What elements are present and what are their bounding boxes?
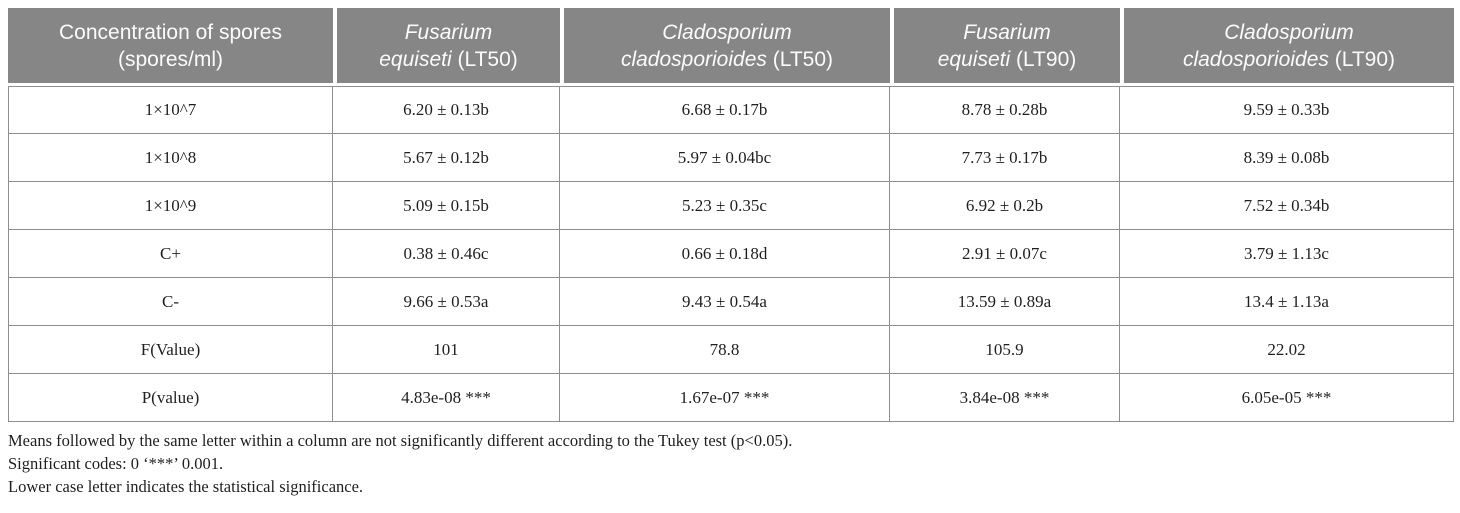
cell-value: 1.67e-07 *** xyxy=(560,374,890,422)
header-lt-label: (LT50) xyxy=(772,47,834,71)
col-header-fusarium-lt50: Fusarium equiseti (LT50) xyxy=(333,8,560,86)
footnote-lowercase-letters: Lower case letter indicates the statisti… xyxy=(8,477,364,496)
cell-value: 5.97 ± 0.04bc xyxy=(560,134,890,182)
cell-value: 78.8 xyxy=(560,326,890,374)
cell-value: 5.09 ± 0.15b xyxy=(333,182,560,230)
col-header-fusarium-lt90: Fusarium equiseti (LT90) xyxy=(890,8,1120,86)
cell-value: 13.59 ± 0.89a xyxy=(890,278,1120,326)
header-genus: Fusarium xyxy=(963,20,1051,44)
cell-value: 13.4 ± 1.13a xyxy=(1120,278,1454,326)
header-species-line: equiseti (LT90) xyxy=(902,46,1112,73)
table-row-c-minus: C- 9.66 ± 0.53a 9.43 ± 0.54a 13.59 ± 0.8… xyxy=(8,278,1454,326)
cell-value: 6.92 ± 0.2b xyxy=(890,182,1120,230)
table-row-1e9: 1×10^9 5.09 ± 0.15b 5.23 ± 0.35c 6.92 ± … xyxy=(8,182,1454,230)
cell-value: 8.78 ± 0.28b xyxy=(890,86,1120,134)
header-genus: Cladosporium xyxy=(662,20,792,44)
cell-value: 3.79 ± 1.13c xyxy=(1120,230,1454,278)
cell-value: 22.02 xyxy=(1120,326,1454,374)
header-species-line: equiseti (LT50) xyxy=(345,46,552,73)
header-genus: Fusarium xyxy=(404,20,493,44)
cell-value: 8.39 ± 0.08b xyxy=(1120,134,1454,182)
row-label: C+ xyxy=(8,230,333,278)
table-row-f-value: F(Value) 101 78.8 105.9 22.02 xyxy=(8,326,1454,374)
row-label: 1×10^8 xyxy=(8,134,333,182)
cell-value: 2.91 ± 0.07c xyxy=(890,230,1120,278)
row-label: C- xyxy=(8,278,333,326)
row-label: 1×10^9 xyxy=(8,182,333,230)
col-header-cladosporium-lt50: Cladosporium cladosporioides (LT50) xyxy=(560,8,890,86)
cell-value: 3.84e-08 *** xyxy=(890,374,1120,422)
cell-value: 7.73 ± 0.17b xyxy=(890,134,1120,182)
cell-value: 0.38 ± 0.46c xyxy=(333,230,560,278)
footnote-significance-codes: Significant codes: 0 ‘***’ 0.001. xyxy=(8,454,224,473)
table-footnotes: Means followed by the same letter within… xyxy=(8,429,1452,498)
table-row-c-plus: C+ 0.38 ± 0.46c 0.66 ± 0.18d 2.91 ± 0.07… xyxy=(8,230,1454,278)
footnote-tukey: Means followed by the same letter within… xyxy=(8,431,793,450)
col-header-concentration: Concentration of spores (spores/ml) xyxy=(8,8,333,86)
header-species: equiseti xyxy=(379,47,452,71)
header-line-1: Concentration of spores xyxy=(59,20,282,44)
table-row-p-value: P(value) 4.83e-08 *** 1.67e-07 *** 3.84e… xyxy=(8,374,1454,422)
cell-value: 6.20 ± 0.13b xyxy=(333,86,560,134)
header-lt-label: (LT90) xyxy=(1334,47,1396,71)
header-row: Concentration of spores (spores/ml) Fusa… xyxy=(8,8,1454,86)
cell-value: 7.52 ± 0.34b xyxy=(1120,182,1454,230)
cell-value: 9.59 ± 0.33b xyxy=(1120,86,1454,134)
header-line-2: (spores/ml) xyxy=(117,47,223,71)
header-species: cladosporioides xyxy=(1182,47,1329,71)
cell-value: 6.68 ± 0.17b xyxy=(560,86,890,134)
row-label: P(value) xyxy=(8,374,333,422)
cell-value: 4.83e-08 *** xyxy=(333,374,560,422)
cell-value: 101 xyxy=(333,326,560,374)
cell-value: 5.23 ± 0.35c xyxy=(560,182,890,230)
header-species-line: cladosporioides (LT50) xyxy=(572,46,882,73)
cell-value: 105.9 xyxy=(890,326,1120,374)
cell-value: 0.66 ± 0.18d xyxy=(560,230,890,278)
header-lt-label: (LT90) xyxy=(1015,47,1077,71)
table-row-1e8: 1×10^8 5.67 ± 0.12b 5.97 ± 0.04bc 7.73 ±… xyxy=(8,134,1454,182)
table-row-1e7: 1×10^7 6.20 ± 0.13b 6.68 ± 0.17b 8.78 ± … xyxy=(8,86,1454,134)
header-species: equiseti xyxy=(937,47,1011,71)
row-label: F(Value) xyxy=(8,326,333,374)
col-header-cladosporium-lt90: Cladosporium cladosporioides (LT90) xyxy=(1120,8,1454,86)
cell-value: 9.43 ± 0.54a xyxy=(560,278,890,326)
header-lt-label: (LT50) xyxy=(457,47,518,71)
header-species-line: cladosporioides (LT90) xyxy=(1132,46,1446,73)
header-genus: Cladosporium xyxy=(1224,20,1354,44)
header-species: cladosporioides xyxy=(620,47,767,71)
cell-value: 5.67 ± 0.12b xyxy=(333,134,560,182)
spore-concentration-lt-table: Concentration of spores (spores/ml) Fusa… xyxy=(8,8,1454,422)
row-label: 1×10^7 xyxy=(8,86,333,134)
cell-value: 9.66 ± 0.53a xyxy=(333,278,560,326)
cell-value: 6.05e-05 *** xyxy=(1120,374,1454,422)
